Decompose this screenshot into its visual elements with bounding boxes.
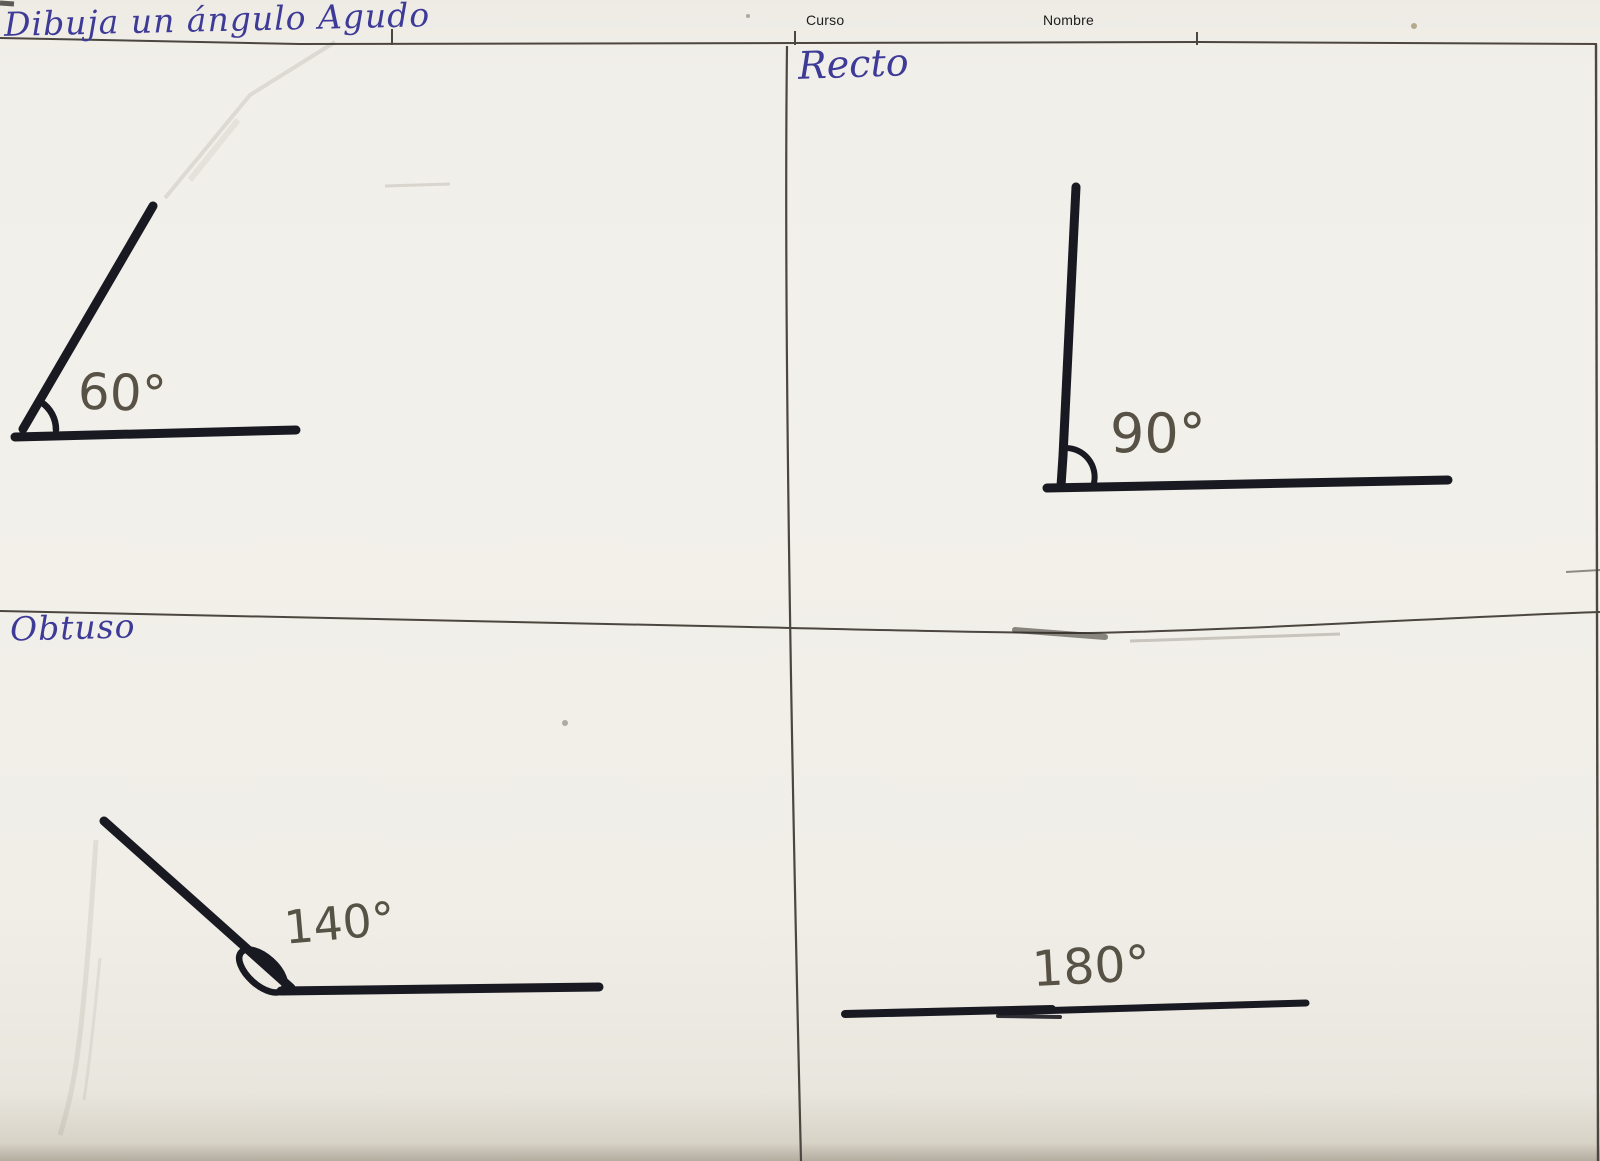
obtuse-angle-horizontal-ray: [276, 982, 604, 996]
scan-artifacts: [0, 0, 1600, 1136]
obtuse-angle-figure: [99, 816, 604, 996]
straight-angle-value-label: 180°: [1030, 934, 1152, 999]
curso-field-label: Curso: [806, 12, 845, 28]
divider-smear: [1129, 632, 1341, 643]
form-rules: [0, 29, 1600, 1161]
obtuse-angle-slanted-ray: [99, 816, 296, 993]
acute-angle-value-label: 60°: [77, 362, 168, 424]
acute-angle-arc: [37, 398, 60, 434]
right-angle-arc: [1063, 445, 1098, 486]
acute-angle-figure: [10, 201, 301, 442]
straight-angle-splice-mark: [996, 1014, 1062, 1019]
right-angle-horizontal-ray: [1042, 475, 1453, 493]
right-angle-vertical-ray: [1056, 182, 1081, 491]
right-angle-figure: [1042, 182, 1453, 493]
obtuse-angle-value-label: 140°: [281, 891, 397, 955]
nombre-field-label: Nombre: [1043, 12, 1094, 28]
obtuse-angle-vertex-loop: [235, 946, 289, 996]
vertical-divider-rule: [785, 45, 803, 1161]
horizontal-divider-rule: [0, 610, 1600, 635]
divider-smudge: [1012, 627, 1108, 640]
acute-angle-horizontal-ray: [10, 425, 301, 442]
straight-angle-figure: [841, 999, 1310, 1019]
acute-angle-slanted-ray: [18, 201, 158, 434]
straight-angle-line-right: [996, 999, 1310, 1016]
right-border-rule: [1594, 43, 1600, 1161]
right-section-title: Recto: [797, 40, 910, 88]
obtuse-section-title: Obtuso: [9, 606, 136, 649]
right-angle-value-label: 90°: [1110, 402, 1206, 465]
top-rule: [0, 37, 1598, 46]
